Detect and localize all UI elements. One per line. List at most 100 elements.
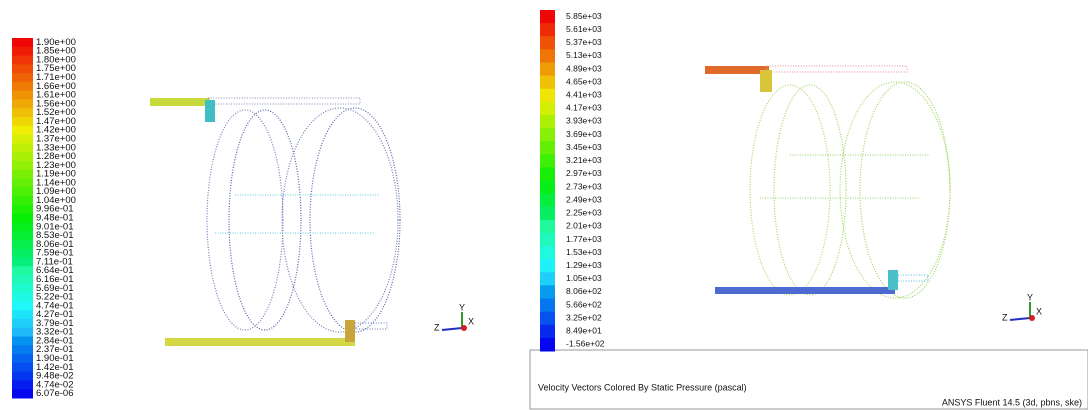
bottom-stub xyxy=(355,323,387,329)
bottom-joint xyxy=(345,320,355,342)
colorbar-segment xyxy=(12,99,33,108)
colorbar-segment xyxy=(12,73,33,82)
legend-label: 3.45e+03 xyxy=(566,142,602,152)
outlet-pipe xyxy=(165,338,355,346)
legend-label: 1.05e+03 xyxy=(566,273,602,283)
legend-label: 4.65e+03 xyxy=(566,76,602,86)
legend-label: 8.49e+01 xyxy=(566,326,602,336)
legend-label: 5.37e+03 xyxy=(566,37,602,47)
top-joint xyxy=(760,70,772,92)
colorbar-segment xyxy=(540,233,555,247)
colorbar-segment xyxy=(12,161,33,170)
colorbar-segment xyxy=(540,141,555,155)
axis-label: X xyxy=(468,316,474,326)
colorbar-segment xyxy=(12,240,33,249)
colorbar-segment xyxy=(12,354,33,363)
colorbar-segment xyxy=(12,328,33,337)
axis-arrow xyxy=(442,328,462,330)
colorbar-segment xyxy=(12,214,33,223)
axis-label: Y xyxy=(459,302,465,312)
colorbar-segment xyxy=(12,266,33,275)
legend-label: 5.13e+03 xyxy=(566,50,602,60)
colorbar-segment xyxy=(540,272,555,286)
colorbar-segment xyxy=(12,143,33,152)
colorbar-segment xyxy=(12,231,33,240)
legend-label: 4.41e+03 xyxy=(566,90,602,100)
axis-label: Y xyxy=(1027,292,1033,302)
colorbar-segment xyxy=(12,284,33,293)
colorbar-segment xyxy=(12,170,33,179)
colorbar-segment xyxy=(12,249,33,258)
colorbar-segment xyxy=(540,102,555,116)
colorbar-segment xyxy=(12,363,33,372)
top-joint xyxy=(205,100,215,122)
legend-label: -1.56e+02 xyxy=(566,339,605,349)
caption: Velocity Vectors Colored By Static Press… xyxy=(538,382,747,392)
colorbar-segment xyxy=(540,246,555,260)
legend-label: 6.07e-06 xyxy=(36,388,74,399)
colorbar-segment xyxy=(540,49,555,63)
ring xyxy=(860,82,950,298)
colorbar-segment xyxy=(540,194,555,208)
colorbar-segment xyxy=(12,301,33,310)
colorbar-segment xyxy=(540,285,555,299)
colorbar-segment xyxy=(540,154,555,168)
legend-label: 2.97e+03 xyxy=(566,168,602,178)
colorbar-segment xyxy=(540,23,555,37)
colorbar-segment xyxy=(12,47,33,56)
legend-label: 2.49e+03 xyxy=(566,194,602,204)
legend-label: 3.21e+03 xyxy=(566,155,602,165)
outlet-pipe xyxy=(715,287,895,294)
inlet-pipe xyxy=(150,98,210,106)
colorbar-segment xyxy=(540,167,555,181)
colorbar-segment xyxy=(540,299,555,313)
ring xyxy=(774,85,846,295)
right-geometry xyxy=(705,66,950,298)
colorbar-segment xyxy=(12,56,33,65)
legend-label: 5.66e+02 xyxy=(566,299,602,309)
top-pipe xyxy=(767,66,907,72)
colorbar-segment xyxy=(540,128,555,142)
ring xyxy=(207,110,283,330)
colorbar-segment xyxy=(540,338,555,352)
left-geometry xyxy=(150,98,400,346)
colorbar-segment xyxy=(12,196,33,205)
colorbar-segment xyxy=(12,337,33,346)
colorbar-segment xyxy=(12,275,33,284)
colorbar-segment xyxy=(12,108,33,117)
colorbar-segment xyxy=(12,319,33,328)
colorbar-segment xyxy=(540,76,555,90)
legend-label: 8.06e+02 xyxy=(566,286,602,296)
colorbar-segment xyxy=(540,259,555,273)
legend-label: 5.85e+03 xyxy=(566,11,602,21)
legend-label: 1.29e+03 xyxy=(566,260,602,270)
colorbar-segment xyxy=(540,325,555,339)
colorbar-segment xyxy=(12,187,33,196)
bottom-joint xyxy=(888,270,898,290)
colorbar-segment xyxy=(12,222,33,231)
axis-label: Z xyxy=(434,322,440,332)
legend-label: 1.77e+03 xyxy=(566,234,602,244)
legend-label: 4.17e+03 xyxy=(566,103,602,113)
colorbar-segment xyxy=(540,89,555,103)
axis-origin xyxy=(461,325,467,331)
bottom-stub xyxy=(898,275,928,281)
colorbar-segment xyxy=(12,258,33,267)
colorbar-segment xyxy=(540,220,555,234)
ring xyxy=(840,82,950,298)
legend-label: 2.73e+03 xyxy=(566,181,602,191)
version: ANSYS Fluent 14.5 (3d, pbns, ske) xyxy=(942,397,1082,407)
inlet-pipe xyxy=(705,66,769,74)
colorbar-segment xyxy=(540,312,555,326)
colorbar-segment xyxy=(12,82,33,91)
colorbar-segment xyxy=(12,205,33,214)
colorbar-segment xyxy=(12,389,33,398)
colorbar-segment xyxy=(12,64,33,73)
legend-label: 5.61e+03 xyxy=(566,24,602,34)
colorbar-segment xyxy=(12,38,33,47)
legend-label: 4.89e+03 xyxy=(566,63,602,73)
legend-label: 2.01e+03 xyxy=(566,221,602,231)
axis-arrow xyxy=(1010,318,1030,320)
axis-origin xyxy=(1029,315,1035,321)
colorbar-segment xyxy=(540,207,555,221)
